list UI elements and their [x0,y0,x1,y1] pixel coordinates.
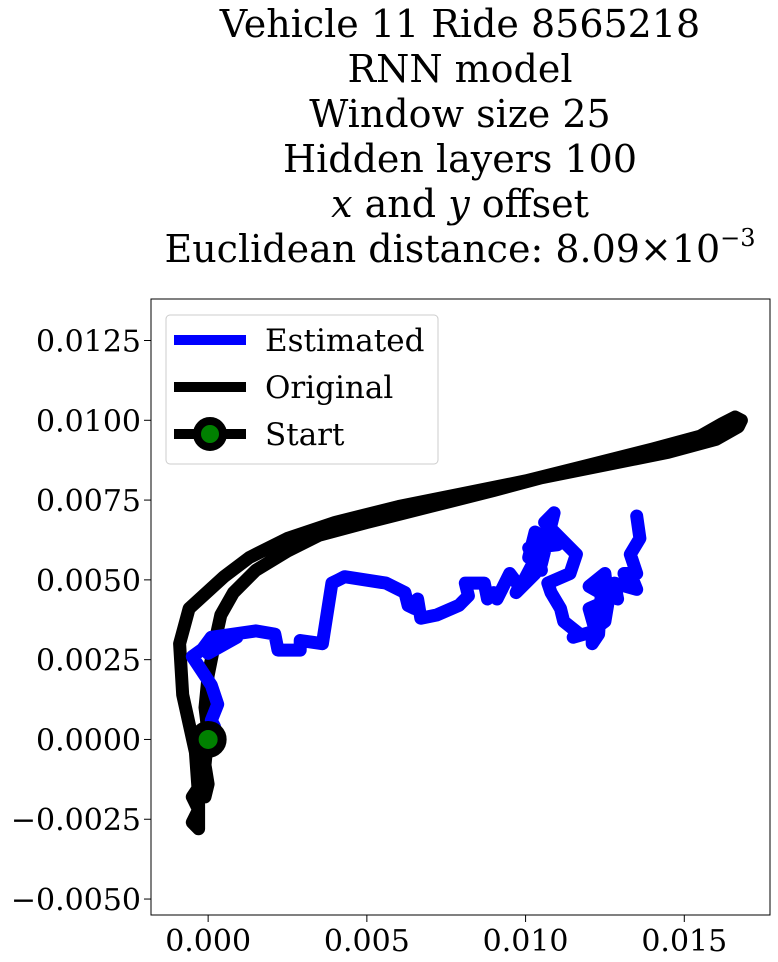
title-line-4: Hidden layers 100 [282,137,638,181]
x-tick-label: 0.015 [641,924,727,959]
title-var-y: y [448,182,470,226]
series-original-line [173,410,748,836]
distance-base: 10 [671,227,721,271]
legend-original-label: Original [265,370,393,406]
x-tick-label: 0.000 [165,924,251,959]
y-tick-label: −0.0025 [11,803,141,838]
title-var-x: x [331,182,353,226]
title-line-2: RNN model [347,47,573,91]
distance-exponent: −3 [720,224,756,252]
distance-mantissa: 8.09 [555,227,640,271]
y-tick-label: 0.0025 [36,644,141,679]
legend-start-label: Start [265,417,345,453]
y-tick-label: −0.0050 [11,883,141,918]
title-line-6: Euclidean distance: 8.09×10−3 [60,224,778,272]
axes-frame [150,298,771,916]
y-tick-label: 0.0050 [36,564,141,599]
title-offset: offset [469,182,589,226]
tick-layer: 0.000 0.005 0.010 0.015 −0.0050 −0.0025 0.0000… [11,324,727,959]
y-tick-label: 0.0125 [36,324,141,359]
legend: Estimated Original Start [165,314,439,465]
y-tick-label: 0.0075 [36,484,141,519]
start-point-marker [189,720,227,758]
legend-start-marker [193,417,227,451]
title-line-3: Window size 25 [309,92,611,136]
legend-estimated-label: Estimated [265,323,424,359]
x-tick-label: 0.005 [324,924,410,959]
distance-prefix: Euclidean distance: [164,227,556,271]
y-tick-label: 0.0100 [36,404,141,439]
title-line-5: x and y offset [60,182,778,227]
title-and: and [352,182,449,226]
x-tick-label: 0.010 [483,924,569,959]
legend-box [165,314,439,465]
series-estimated-line [185,506,647,746]
title-line-1: Vehicle 11 Ride 8565218 [219,2,701,46]
distance-times: × [639,227,672,271]
y-tick-label: 0.0000 [36,723,141,758]
chart-title: Vehicle 11 Ride 8565218 RNN model Window… [60,2,778,272]
series-layer [173,410,748,836]
